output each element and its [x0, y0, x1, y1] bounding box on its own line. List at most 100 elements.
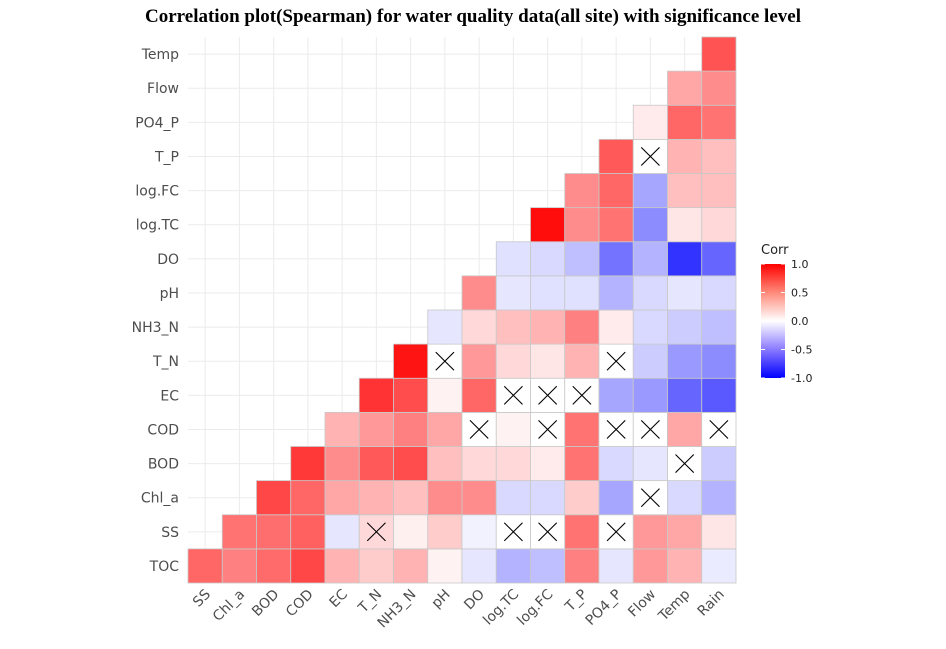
heatmap-cell — [564, 309, 600, 345]
heatmap-cell — [427, 480, 463, 516]
heatmap-cell — [393, 411, 429, 447]
heatmap-cell — [324, 446, 360, 482]
heatmap-cell — [461, 514, 497, 550]
legend-tick-label: 0.0 — [791, 315, 809, 328]
heatmap-cell — [393, 548, 429, 584]
x-tick-label: pH — [429, 587, 454, 612]
heatmap-cell — [564, 446, 600, 482]
heatmap-cell — [290, 514, 326, 550]
heatmap-cell — [701, 104, 737, 140]
y-tick-label: TOC — [149, 559, 180, 575]
heatmap-cell — [427, 514, 463, 550]
y-tick-label: pH — [160, 286, 179, 302]
insignificant-cross-mark — [366, 522, 386, 542]
heatmap-cell — [358, 377, 394, 413]
heatmap-cell — [427, 377, 463, 413]
insignificant-cross-mark — [640, 488, 660, 508]
heatmap-cell — [358, 480, 394, 516]
heatmap-cell — [564, 275, 600, 311]
x-tick-label: DO — [461, 587, 488, 614]
y-tick-label: T_P — [154, 149, 179, 165]
heatmap-cell — [564, 241, 600, 277]
heatmap-cell — [564, 207, 600, 243]
insignificant-cross-mark — [606, 419, 626, 439]
heatmap-cell — [632, 173, 668, 209]
heatmap-cell — [701, 138, 737, 174]
heatmap-cell — [461, 275, 497, 311]
heatmap-cell — [495, 343, 531, 379]
x-tick-label: NH3_N — [375, 587, 420, 632]
y-tick-label: NH3_N — [132, 320, 179, 336]
x-tick-label: log.FC — [514, 586, 556, 628]
y-tick-label: log.FC — [135, 184, 179, 200]
y-tick-label: EC — [160, 388, 179, 404]
heatmap-cell — [530, 275, 566, 311]
heatmap-cell — [461, 377, 497, 413]
heatmap-cell — [461, 343, 497, 379]
heatmap-cell — [667, 173, 703, 209]
heatmap-cell — [393, 514, 429, 550]
heatmap-cell — [461, 480, 497, 516]
legend-tick-label: -1.0 — [791, 372, 812, 385]
heatmap-cell — [667, 309, 703, 345]
heatmap-cell — [530, 446, 566, 482]
legend-tick-label: -0.5 — [791, 344, 812, 357]
insignificant-cross-mark — [538, 385, 558, 405]
heatmap-cell — [564, 173, 600, 209]
legend-tick-label: 1.0 — [791, 258, 809, 271]
heatmap-cell — [598, 207, 634, 243]
heatmap-cell — [667, 548, 703, 584]
y-tick-label: BOD — [148, 457, 179, 473]
heatmap-cell — [324, 480, 360, 516]
heatmap-cell — [427, 309, 463, 345]
insignificant-cross-mark — [572, 385, 592, 405]
heatmap-cell — [461, 446, 497, 482]
x-tick-label: SS — [190, 586, 214, 610]
heatmap-cell — [427, 446, 463, 482]
heatmap-cell — [667, 377, 703, 413]
heatmap-cell — [187, 548, 223, 584]
insignificant-cross-mark — [538, 522, 558, 542]
heatmap-cell — [701, 480, 737, 516]
heatmap-cell — [701, 70, 737, 106]
chart-title: Correlation plot(Spearman) for water qua… — [145, 6, 801, 27]
heatmap-cell — [632, 377, 668, 413]
y-tick-label: COD — [147, 422, 179, 438]
heatmap-cell — [632, 309, 668, 345]
heatmap-cell — [598, 173, 634, 209]
heatmap-cell — [461, 309, 497, 345]
heatmap-cell — [667, 104, 703, 140]
x-tick-label: PO4_P — [583, 587, 625, 629]
heatmap-cell — [564, 480, 600, 516]
heatmap-cell — [393, 446, 429, 482]
heatmap-cell — [495, 411, 531, 447]
heatmap-cell — [598, 241, 634, 277]
heatmap-cell — [393, 343, 429, 379]
heatmap-cell — [530, 480, 566, 516]
heatmap-cell — [632, 241, 668, 277]
heatmap-cell — [564, 514, 600, 550]
heatmap-cell — [324, 411, 360, 447]
heatmap-cell — [598, 138, 634, 174]
heatmap-cell — [530, 548, 566, 584]
heatmap-cell — [358, 446, 394, 482]
insignificant-cross-mark — [606, 522, 626, 542]
heatmap-cell — [495, 548, 531, 584]
heatmap-cell — [495, 241, 531, 277]
heatmap-cell — [632, 343, 668, 379]
legend-title: Corr — [761, 243, 789, 258]
heatmap-cell — [495, 480, 531, 516]
heatmap-cell — [256, 514, 292, 550]
heatmap-cell — [358, 548, 394, 584]
heatmap-cell — [530, 207, 566, 243]
heatmap-cell — [667, 480, 703, 516]
heatmap-cell — [598, 377, 634, 413]
x-tick-label: T_N — [355, 587, 385, 617]
heatmap-cell — [324, 548, 360, 584]
x-tick-label: Rain — [695, 587, 728, 620]
heatmap-cell — [701, 173, 737, 209]
heatmap-cell — [667, 241, 703, 277]
heatmap-cell — [564, 411, 600, 447]
